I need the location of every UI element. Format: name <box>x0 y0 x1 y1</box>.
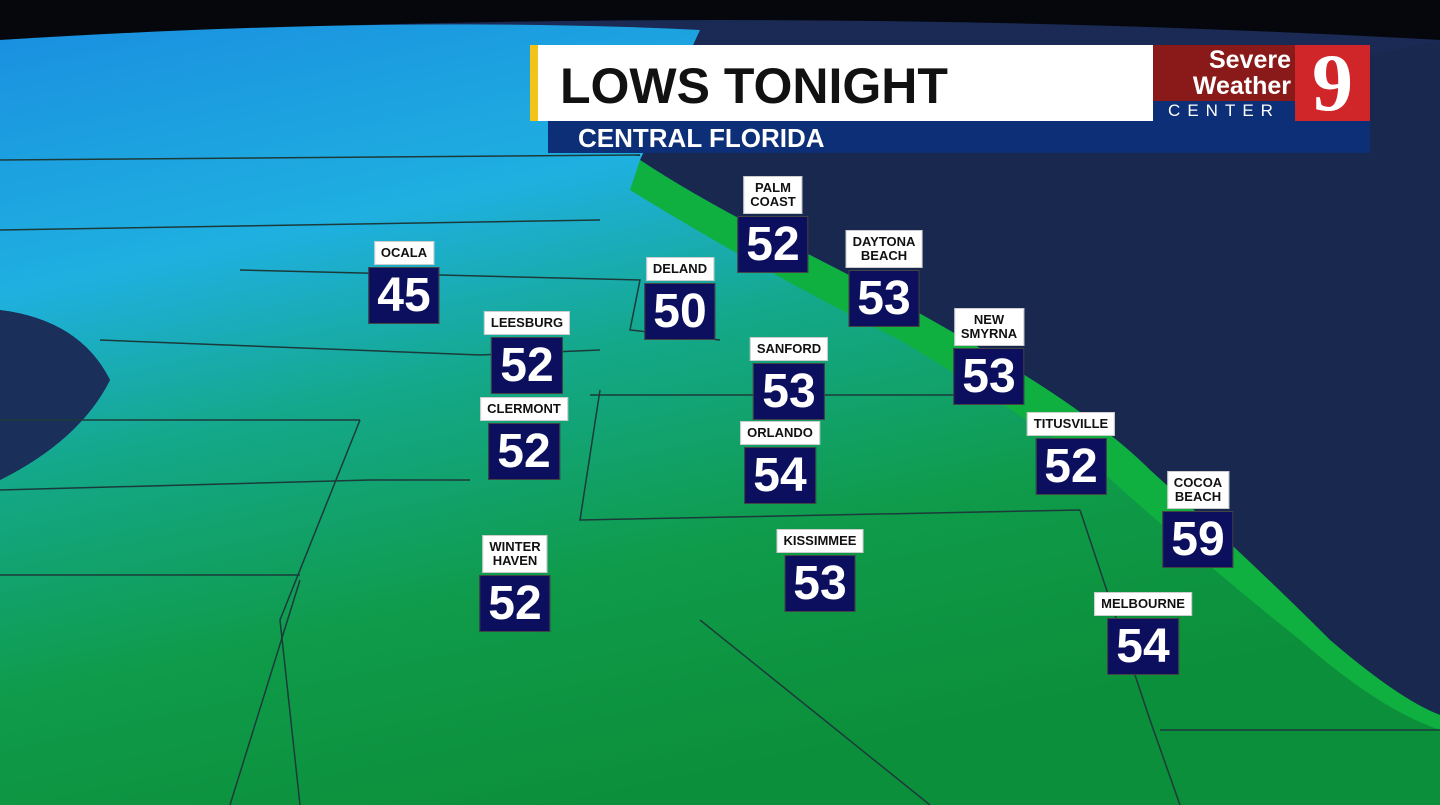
city-marker: KISSIMMEE 53 <box>776 529 864 612</box>
low-temperature: 54 <box>744 447 816 504</box>
city-name: NEW SMYRNA <box>953 308 1025 346</box>
subtitle-bar: CENTRAL FLORIDA <box>548 121 1370 153</box>
low-temperature: 45 <box>368 267 440 324</box>
station-logo: Severe Weather CENTER 9 <box>1153 42 1370 124</box>
title-banner: LOWS TONIGHT CENTRAL FLORIDA Severe Weath… <box>530 42 1370 153</box>
coast-green <box>630 160 1440 730</box>
low-temperature: 53 <box>784 555 856 612</box>
logo-text: Severe Weather <box>1192 46 1291 100</box>
city-name: OCALA <box>373 241 435 265</box>
city-marker: SANFORD 53 <box>749 337 829 420</box>
logo-center: CENTER <box>1153 101 1295 121</box>
city-marker: WINTER HAVEN 52 <box>479 535 551 632</box>
city-marker: DELAND 50 <box>644 257 716 340</box>
city-name: DAYTONA BEACH <box>845 230 923 268</box>
title-bar: LOWS TONIGHT <box>530 45 1153 121</box>
city-marker: COCOA BEACH 59 <box>1162 471 1234 568</box>
city-name: PALM COAST <box>743 176 803 214</box>
city-marker: DAYTONA BEACH 53 <box>845 230 923 327</box>
low-temperature: 59 <box>1162 511 1234 568</box>
logo-channel: 9 <box>1295 42 1370 124</box>
city-marker: MELBOURNE 54 <box>1094 592 1192 675</box>
low-temperature: 53 <box>953 348 1025 405</box>
city-name: WINTER HAVEN <box>482 535 548 573</box>
low-temperature: 53 <box>753 363 825 420</box>
city-name: CLERMONT <box>480 397 568 421</box>
city-name: MELBOURNE <box>1094 592 1192 616</box>
low-temperature: 52 <box>479 575 551 632</box>
region-subtitle: CENTRAL FLORIDA <box>578 123 825 153</box>
low-temperature: 52 <box>1035 438 1107 495</box>
city-name: DELAND <box>645 257 715 281</box>
city-name: COCOA BEACH <box>1166 471 1230 509</box>
city-marker: CLERMONT 52 <box>480 397 568 480</box>
low-temperature: 53 <box>848 270 920 327</box>
low-temperature: 52 <box>491 337 563 394</box>
city-name: ORLANDO <box>740 421 820 445</box>
city-marker: LEESBURG 52 <box>483 311 571 394</box>
land <box>0 24 1440 805</box>
city-name: LEESBURG <box>483 311 571 335</box>
city-name: TITUSVILLE <box>1026 412 1116 436</box>
city-name: SANFORD <box>749 337 829 361</box>
low-temperature: 52 <box>488 423 560 480</box>
low-temperature: 52 <box>737 216 809 273</box>
city-marker: OCALA 45 <box>368 241 440 324</box>
city-marker: TITUSVILLE 52 <box>1026 412 1116 495</box>
city-marker: PALM COAST 52 <box>737 176 809 273</box>
gulf <box>0 310 110 480</box>
low-temperature: 54 <box>1107 618 1179 675</box>
page-title: LOWS TONIGHT <box>560 58 948 114</box>
low-temperature: 50 <box>644 283 716 340</box>
city-marker: NEW SMYRNA 53 <box>953 308 1025 405</box>
city-name: KISSIMMEE <box>776 529 864 553</box>
city-marker: ORLANDO 54 <box>740 421 820 504</box>
